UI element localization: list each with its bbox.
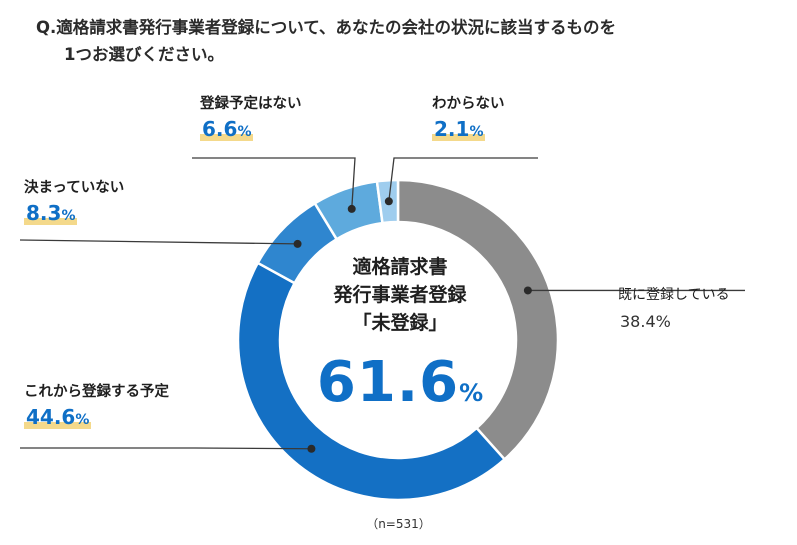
center-value: 61.6% — [300, 350, 500, 415]
leader-line-no_plan — [192, 157, 356, 209]
label-no-plan: 登録予定はない 6.6% — [200, 92, 302, 141]
center-value-number: 61.6 — [316, 350, 460, 415]
label-name: 決まっていない — [24, 180, 125, 196]
label-name: これから登録する予定 — [24, 384, 169, 400]
leader-line-undecided — [19, 239, 298, 245]
leader-dot-unknown — [384, 197, 393, 206]
label-value: 38.4% — [620, 312, 671, 331]
label-value: 44.6% — [24, 405, 92, 429]
leader-dot-no_plan — [347, 204, 356, 213]
label-value: 8.3% — [24, 201, 78, 225]
slice-already-registered — [396, 178, 560, 462]
center-value-unit: % — [459, 379, 484, 407]
leader-dot-undecided — [293, 239, 302, 248]
question-line-1: Q.適格請求書発行事業者登録について、あなたの会社の状況に該当するものを — [36, 18, 616, 37]
label-undecided: 決まっていない 8.3% — [24, 176, 124, 225]
leader-line-unknown — [388, 157, 538, 202]
center-line-3: 「未登録」 — [352, 312, 448, 334]
label-unknown: わからない 2.1% — [432, 92, 505, 141]
center-line-1: 適格請求書 — [352, 256, 448, 278]
label-name: 登録予定はない — [200, 96, 302, 112]
slice-planned — [236, 261, 507, 502]
label-name: 既に登録している — [618, 287, 730, 303]
question-text: Q.適格請求書発行事業者登録について、あなたの会社の状況に該当するものを 1つお… — [36, 14, 776, 68]
sample-size-note: （n=531） — [366, 517, 431, 531]
leader-line-planned — [20, 447, 312, 450]
label-value: 6.6% — [200, 117, 254, 141]
label-planned: これから登録する予定 44.6% — [24, 380, 169, 429]
leader-dot-already — [523, 286, 532, 295]
label-name: わからない — [432, 96, 505, 112]
center-line-2: 発行事業者登録 — [333, 284, 467, 306]
label-value: 2.1% — [432, 117, 486, 141]
leader-dot-planned — [307, 444, 316, 453]
question-line-2: 1つお選びください。 — [64, 45, 224, 64]
center-caption: 適格請求書 発行事業者登録 「未登録」 — [300, 253, 500, 337]
label-already-registered: 既に登録している 38.4% — [618, 284, 730, 331]
